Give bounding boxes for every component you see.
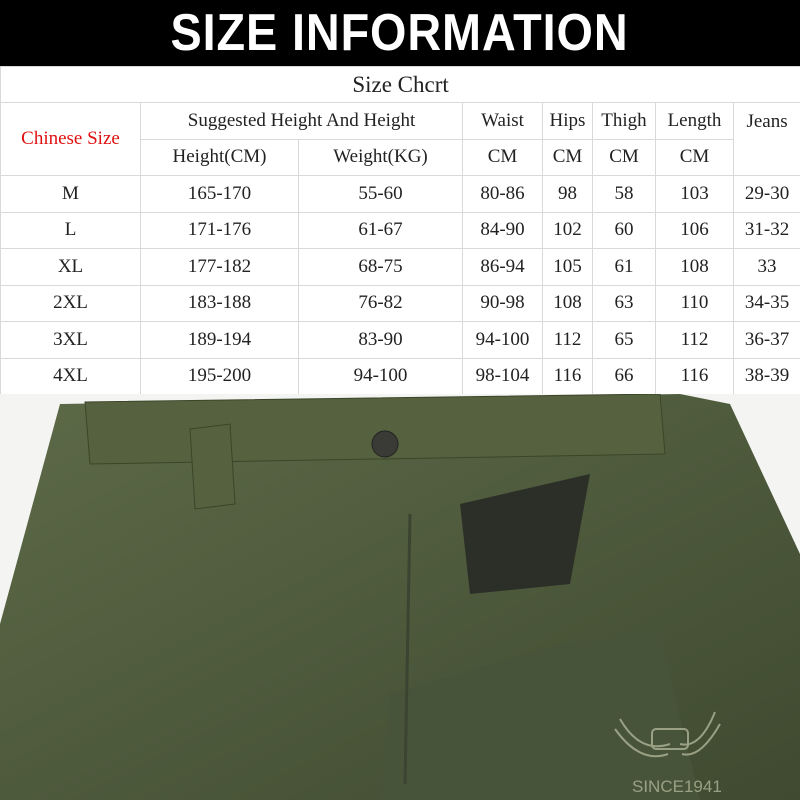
col-header: Waist [462,102,543,140]
unit-header: CM [462,138,543,176]
table-cell: L [0,211,141,249]
table-cell: 108 [542,284,593,322]
table-cell: 106 [655,211,734,249]
table-cell: 110 [655,284,734,322]
table-cell: 3XL [0,321,141,359]
table-cell: 83-90 [298,321,463,359]
table-cell: 80-86 [462,175,543,213]
table-cell: 4XL [0,357,141,395]
unit-header: CM [592,138,656,176]
unit-header: CM [655,138,734,176]
table-cell: 55-60 [298,175,463,213]
table-cell: 31-32 [732,211,800,249]
banner-title: SIZE INFORMATION [170,4,630,62]
open-pocket-mesh [460,474,590,594]
table-cell: 116 [542,357,593,395]
table-cell: 112 [542,321,593,359]
table-cell: 66 [592,357,656,395]
table-cell: 183-188 [140,284,299,322]
table-row: M 165-170 55-60 80-86 98 58 103 29-30 [0,175,800,213]
table-cell: 29-30 [732,175,800,213]
table-cell: 105 [542,248,593,286]
table-cell: 63 [592,284,656,322]
title-banner: SIZE INFORMATION [0,0,800,66]
table-title: Size Chcrt [0,66,800,103]
unit-header: Weight(KG) [298,138,463,176]
col-header: Jeans [732,102,800,176]
waistband [84,394,666,465]
table-cell: 60 [592,211,656,249]
table-row: 3XL 189-194 83-90 94-100 112 65 112 36-37 [0,321,800,359]
chinese-size-header: Chinese Size [0,102,141,176]
table-row: 4XL 195-200 94-100 98-104 116 66 116 38-39 [0,357,800,395]
table-row: 2XL 183-188 76-82 90-98 108 63 110 34-35 [0,284,800,322]
table-cell: 34-35 [732,284,800,322]
table-cell: 94-100 [298,357,463,395]
table-cell: 102 [542,211,593,249]
table-cell: 189-194 [140,321,299,359]
table-cell: 103 [655,175,734,213]
table-row: L 171-176 61-67 84-90 102 60 106 31-32 [0,211,800,249]
col-header: Hips [542,102,593,140]
table-cell: 171-176 [140,211,299,249]
table-cell: XL [0,248,141,286]
table-cell: 177-182 [140,248,299,286]
table-cell: 108 [655,248,734,286]
product-photo-pants: SINCE1941 [0,394,800,800]
table-cell: 94-100 [462,321,543,359]
table-cell: 36-37 [732,321,800,359]
suggested-header: Suggested Height And Height [140,102,463,140]
table-cell: 33 [732,248,800,286]
col-header: Thigh [592,102,656,140]
table-row: XL 177-182 68-75 86-94 105 61 108 33 [0,248,800,286]
col-header: Length [655,102,734,140]
belt-loop [189,423,236,510]
table-cell: 86-94 [462,248,543,286]
table-cell: 112 [655,321,734,359]
table-cell: 195-200 [140,357,299,395]
embroidery-text: SINCE1941 [632,777,722,796]
table-cell: 61-67 [298,211,463,249]
table-cell: 58 [592,175,656,213]
table-cell: 68-75 [298,248,463,286]
table-cell: 61 [592,248,656,286]
unit-header: Height(CM) [140,138,299,176]
unit-header: CM [542,138,593,176]
table-cell: M [0,175,141,213]
table-cell: 165-170 [140,175,299,213]
embroidery-logo: SINCE1941 [614,711,722,796]
table-cell: 84-90 [462,211,543,249]
table-cell: 76-82 [298,284,463,322]
table-cell: 38-39 [732,357,800,395]
table-cell: 65 [592,321,656,359]
fly-flap [380,634,700,800]
table-cell: 116 [655,357,734,395]
table-cell: 98 [542,175,593,213]
size-chart-table: Size Chcrt Chinese Size Suggested Height… [0,66,800,395]
table-cell: 98-104 [462,357,543,395]
table-cell: 2XL [0,284,141,322]
table-cell: 90-98 [462,284,543,322]
button-icon [371,430,399,458]
